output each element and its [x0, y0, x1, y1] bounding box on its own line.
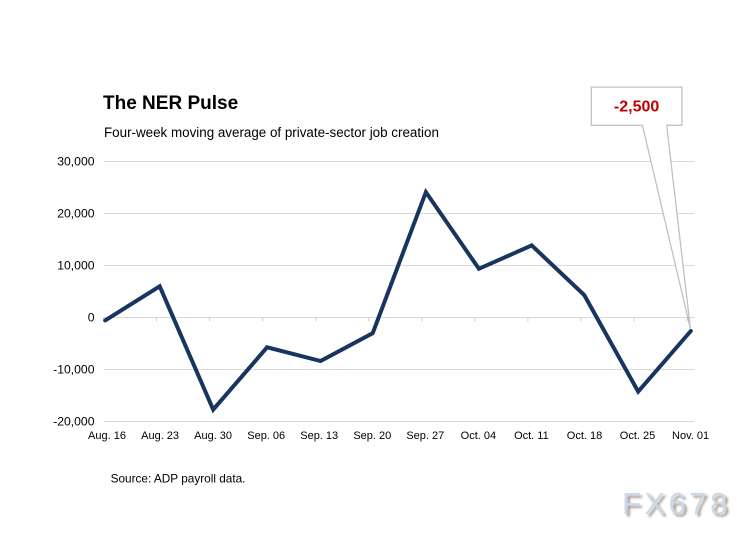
svg-text:10,000: 10,000 — [57, 259, 94, 273]
svg-text:FX678: FX678 — [625, 489, 734, 524]
svg-text:Sep. 27: Sep. 27 — [406, 430, 444, 442]
svg-text:Oct. 18: Oct. 18 — [567, 430, 602, 442]
svg-text:Oct. 11: Oct. 11 — [514, 430, 549, 442]
svg-text:-20,000: -20,000 — [53, 415, 95, 429]
svg-text:Sep. 20: Sep. 20 — [353, 430, 391, 442]
svg-text:Aug. 23: Aug. 23 — [141, 430, 179, 442]
svg-text:Oct. 25: Oct. 25 — [620, 430, 655, 442]
svg-text:Oct. 04: Oct. 04 — [461, 430, 496, 442]
svg-text:Source: ADP payroll data.: Source: ADP payroll data. — [111, 472, 246, 486]
svg-text:Sep. 13: Sep. 13 — [300, 430, 338, 442]
svg-text:FX678: FX678 — [622, 486, 731, 521]
svg-text:Sep. 06: Sep. 06 — [247, 430, 285, 442]
svg-text:Nov. 01: Nov. 01 — [672, 430, 709, 442]
svg-text:-2,500: -2,500 — [614, 99, 659, 116]
svg-text:-10,000: -10,000 — [53, 363, 95, 377]
svg-text:Aug. 16: Aug. 16 — [88, 430, 126, 442]
svg-text:20,000: 20,000 — [57, 207, 94, 221]
svg-text:The NER Pulse: The NER Pulse — [103, 93, 238, 114]
svg-text:30,000: 30,000 — [57, 155, 94, 169]
svg-text:0: 0 — [88, 311, 95, 325]
svg-text:Aug. 30: Aug. 30 — [194, 430, 232, 442]
svg-text:Four-week moving average of pr: Four-week moving average of private-sect… — [104, 125, 439, 140]
